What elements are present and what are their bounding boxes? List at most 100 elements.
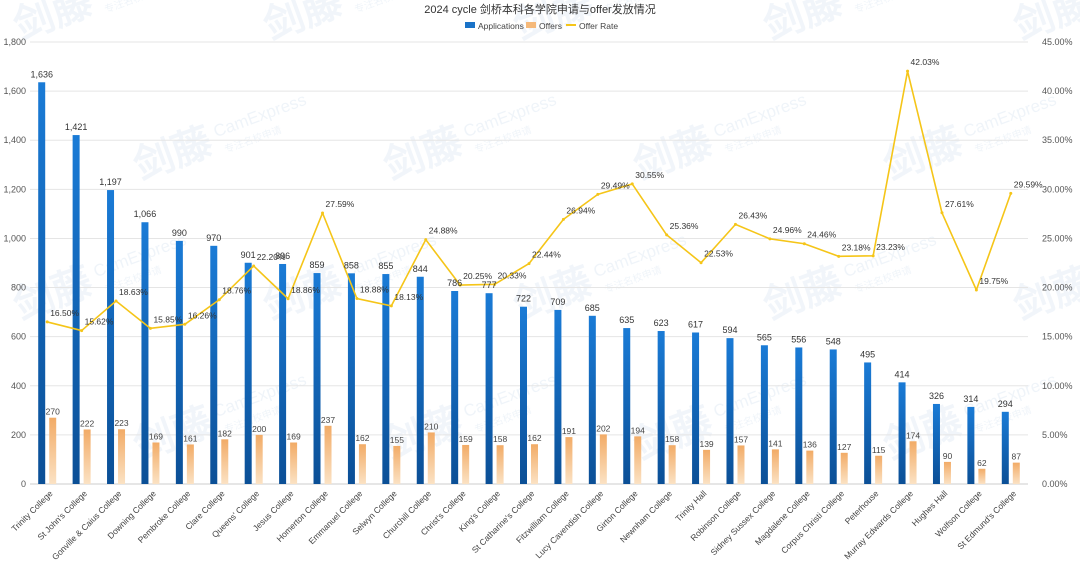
offers-bar xyxy=(771,449,779,484)
offers-bar xyxy=(221,439,229,484)
offer-rate-point xyxy=(630,182,634,186)
applications-data-label: 1,636 xyxy=(30,69,53,79)
applications-bar xyxy=(279,263,287,484)
applications-bar xyxy=(554,309,562,484)
applications-bar xyxy=(175,240,183,484)
offers-bar xyxy=(565,437,573,484)
applications-bar xyxy=(210,245,218,484)
offers-bar xyxy=(152,442,160,484)
offers-data-label: 87 xyxy=(1012,452,1022,462)
offer-rate-point xyxy=(321,211,325,215)
right-y-axis: 0.00% 5.00% 10.00% 15.00% 20.00% 25.00% 30.00%… xyxy=(1042,37,1073,489)
offer-rate-point xyxy=(458,283,462,287)
offers-bar xyxy=(840,452,848,484)
offers-data-label: 202 xyxy=(596,423,610,433)
offer-rate-point xyxy=(596,192,600,196)
applications-data-label: 565 xyxy=(757,332,772,342)
watermark-tagline: 专注名校申请 xyxy=(103,0,164,16)
y-left-tick-label: 1,000 xyxy=(3,233,26,243)
y-left-tick-label: 1,400 xyxy=(3,135,26,145)
applications-bar xyxy=(416,276,424,484)
offer-rate-data-label: 18.13% xyxy=(394,292,423,302)
offer-rate-data-label: 20.33% xyxy=(498,270,527,280)
legend-item-applications[interactable]: Applications xyxy=(465,21,524,31)
applications-data-label: 896 xyxy=(275,251,290,261)
watermark-main: 剑藤 xyxy=(128,118,220,188)
offers-data-label: 155 xyxy=(390,435,404,445)
offer-rate-data-label: 24.46% xyxy=(807,230,836,240)
offers-bar xyxy=(978,468,986,484)
y-left-tick-label: 200 xyxy=(11,430,26,440)
y-right-tick-label: 15.00% xyxy=(1042,332,1073,342)
watermark-main: 剑藤 xyxy=(258,0,350,48)
applications-bar xyxy=(829,349,837,484)
applications-data-label: 777 xyxy=(482,280,497,290)
offers-bar xyxy=(668,445,676,484)
applications-bar xyxy=(967,406,975,484)
applications-bar xyxy=(347,273,355,484)
offer-rate-point xyxy=(906,69,910,73)
gridlines xyxy=(30,41,1028,485)
offers-bar xyxy=(358,444,366,484)
y-left-tick-label: 600 xyxy=(11,332,26,342)
offers-bar xyxy=(531,444,538,484)
y-left-tick-label: 800 xyxy=(11,283,26,293)
offer-rate-point xyxy=(665,233,669,237)
offer-rate-data-label: 29.59% xyxy=(1014,179,1043,189)
offer-rate-point xyxy=(802,242,806,246)
chart-title: 2024 cycle 剑桥本科各学院申请与offer发放情况 xyxy=(424,2,655,16)
applications-data-label: 623 xyxy=(654,318,669,328)
applications-bar xyxy=(864,362,872,484)
applications-data-label: 844 xyxy=(413,264,428,274)
x-tick-label: Gonville & Caius College xyxy=(50,488,124,562)
offer-rate-point xyxy=(733,222,737,226)
offers-data-label: 136 xyxy=(803,440,817,450)
offer-rate-point xyxy=(1009,191,1013,195)
offers-data-label: 159 xyxy=(459,434,473,444)
applications-data-label: 1,421 xyxy=(65,122,88,132)
legend-item-offers[interactable]: Offers xyxy=(526,21,562,31)
offers-data-label: 223 xyxy=(114,418,128,428)
x-tick-label: Murray Edwards College xyxy=(842,488,915,561)
offers-data-label: 158 xyxy=(493,434,507,444)
offer-rate-point xyxy=(80,329,84,333)
offer-rate-data-label: 16.26% xyxy=(188,310,217,320)
applications-bar xyxy=(692,332,700,484)
offers-data-label: 191 xyxy=(562,426,576,436)
offer-rate-data-label: 22.44% xyxy=(532,250,561,260)
offers-data-label: 169 xyxy=(287,432,301,442)
y-right-tick-label: 30.00% xyxy=(1042,184,1073,194)
offer-rate-point xyxy=(768,237,772,241)
offers-bar xyxy=(49,417,57,484)
legend-label-applications: Applications xyxy=(478,21,524,31)
legend-item-offer-rate[interactable]: Offer Rate xyxy=(566,21,618,31)
x-tick-label: Lucy Cavendish College xyxy=(533,488,605,560)
offers-data-label: 222 xyxy=(80,418,94,428)
offers-bar xyxy=(1012,462,1020,484)
applications-bar xyxy=(795,347,803,484)
applications-data-label: 548 xyxy=(826,336,841,346)
offer-rate-point xyxy=(114,299,118,303)
applications-bar xyxy=(760,345,768,484)
offers-data-label: 169 xyxy=(149,432,163,442)
offer-rate-point xyxy=(389,304,393,308)
offers-bar xyxy=(599,434,607,484)
applications-bar xyxy=(1001,411,1009,484)
offers-data-label: 194 xyxy=(631,425,645,435)
data-labels: 1,636 270 1,421 222 1,197 223 1,066 169 990 161 97… xyxy=(30,57,1043,468)
x-tick-label: Corpus Christi College xyxy=(779,488,846,555)
applications-bar xyxy=(588,315,596,484)
offer-rate-data-label: 22.20% xyxy=(257,252,286,262)
applications-data-label: 617 xyxy=(688,319,703,329)
offer-rate-data-label: 23.23% xyxy=(876,242,905,252)
legend-swatch-offers xyxy=(526,22,536,28)
applications-data-label: 859 xyxy=(310,260,325,270)
applications-bar xyxy=(451,290,459,484)
applications-bar xyxy=(657,331,665,484)
applications-bar xyxy=(313,273,321,484)
offer-rate-data-label: 24.96% xyxy=(773,225,802,235)
